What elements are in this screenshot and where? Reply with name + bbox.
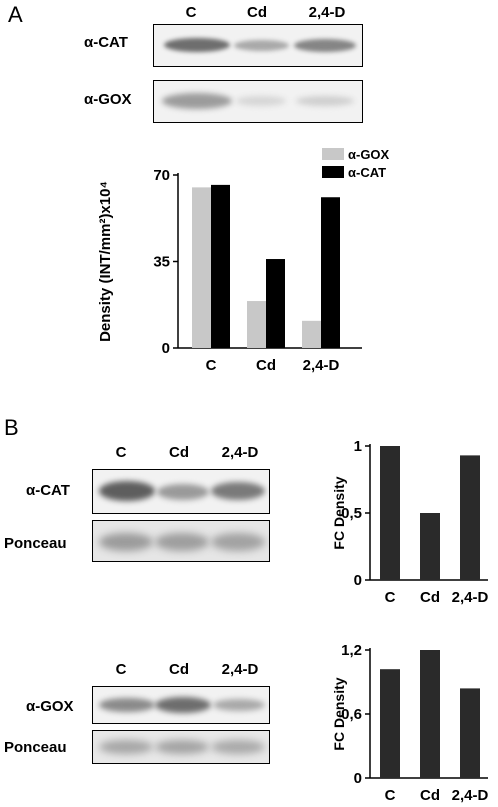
band [211,482,265,500]
legend-swatch [322,166,344,178]
x-tick-label: C [206,357,217,374]
blot-b2-gox-strip [92,686,270,724]
y-tick-label: 1 [354,438,362,455]
band [99,481,155,501]
band [99,740,153,754]
band [294,39,356,52]
x-tick-label: 2,4-D [452,787,489,804]
lane-label-cd: Cd [169,444,189,461]
bar-0-0-0 [192,187,211,348]
x-tick-label: Cd [256,357,276,374]
y-tick-label: 70 [153,167,170,184]
y-tick-label: 1,2 [341,642,362,659]
x-tick-label: Cd [420,589,440,606]
band [155,533,209,551]
y-tick-label: 0,5 [341,505,362,522]
y-axis-label: Density (INT/mm²)x10⁴ [97,181,114,342]
y-tick-label: 0 [354,572,362,589]
row-label-cat: α-CAT [26,482,70,499]
band [155,740,209,754]
x-tick-label: 2,4-D [452,589,489,606]
bar-0-0-1 [247,301,266,348]
row-label-gox: α-GOX [84,91,132,108]
blot-a-cat-strip [153,24,363,67]
panel-letter-a: A [8,2,23,27]
x-tick-label: Cd [420,787,440,804]
lane-label-24d: 2,4-D [221,661,259,678]
bar-1-0-0 [380,446,400,580]
band [162,93,232,109]
legend-label: α-CAT [348,165,386,180]
bar-2-0-0 [380,669,400,778]
lane-label-cd: Cd [247,4,267,21]
blot-b1-ponceau-strip [92,520,270,562]
bar-0-1-0 [211,184,230,348]
bar-2-0-1 [420,650,440,778]
band [211,533,265,551]
y-tick-label: 35 [153,254,170,271]
band [157,484,209,500]
band [211,740,265,754]
band [236,96,286,106]
band [296,96,354,106]
lane-label-c: C [115,661,127,678]
bar-1-0-1 [420,513,440,580]
legend-swatch [322,148,344,160]
row-label-ponceau: Ponceau [4,739,67,756]
y-axis-label: FC Density [331,476,347,549]
x-tick-label: C [385,787,396,804]
bar-0-1-2 [321,197,340,348]
lane-label-c: C [185,4,197,21]
band [234,40,289,51]
x-tick-label: C [385,589,396,606]
bar-1-0-2 [460,455,480,580]
legend-label: α-GOX [348,147,390,162]
row-label-gox: α-GOX [26,698,74,715]
blot-a-gox-strip [153,80,363,123]
row-label-cat: α-CAT [84,34,128,51]
bar-2-0-2 [460,688,480,778]
panel-letter-b: B [4,415,19,440]
bar-0-1-1 [266,259,285,348]
row-label-ponceau: Ponceau [4,535,67,552]
lane-label-24d: 2,4-D [221,444,259,461]
band [99,698,155,712]
lane-label-cd: Cd [169,661,189,678]
y-axis-label: FC Density [331,677,347,750]
band [213,699,265,711]
band [155,697,211,713]
lane-label-c: C [115,444,127,461]
blot-b1-cat-strip [92,469,270,514]
band [99,533,153,551]
lane-label-24d: 2,4-D [308,4,346,21]
blot-b2-ponceau-strip [92,730,270,764]
x-tick-label: 2,4-D [303,357,340,374]
y-tick-label: 0,6 [341,706,362,723]
y-tick-label: 0 [354,770,362,787]
band [164,38,230,52]
y-tick-label: 0 [162,340,170,357]
bar-0-0-2 [302,320,321,348]
